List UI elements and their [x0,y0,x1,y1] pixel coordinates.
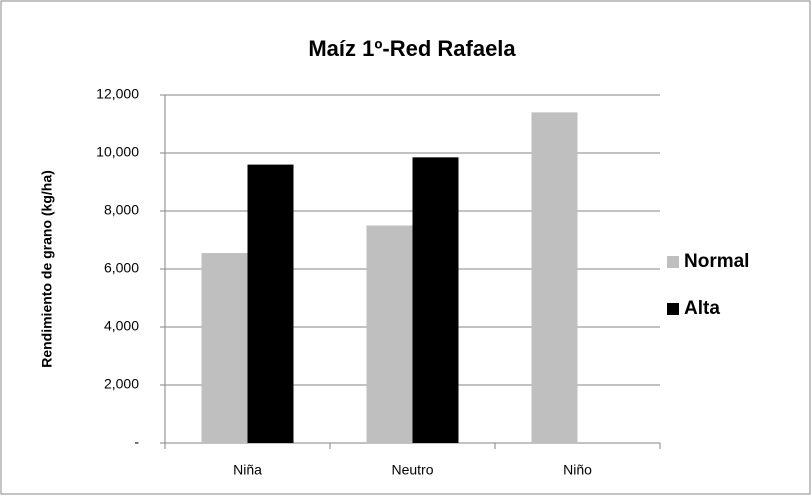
y-tick-label: 6,000 [104,260,139,276]
bar [412,157,459,443]
y-tick-label: 2,000 [104,376,139,392]
legend-marker [667,256,679,268]
x-tick-label: Neutro [391,462,433,478]
bar [201,253,248,443]
legend-label: Alta [684,298,720,319]
bar [366,225,413,443]
legend-marker [667,303,679,315]
y-tick-label: 12,000 [96,86,139,102]
y-tick-label: - [134,434,139,450]
bar [531,112,578,444]
y-tick-label: 4,000 [104,318,139,334]
x-tick-label: Niño [563,462,592,478]
legend-label: Normal [684,251,749,272]
y-tick-label: 10,000 [96,144,139,160]
chart-title: Maíz 1º-Red Rafaela [308,36,516,61]
x-tick-label: Niña [233,462,262,478]
y-tick-label: 8,000 [104,202,139,218]
bar [247,164,294,443]
y-axis-label: Rendimiento de grano (kg/ha) [39,170,55,368]
